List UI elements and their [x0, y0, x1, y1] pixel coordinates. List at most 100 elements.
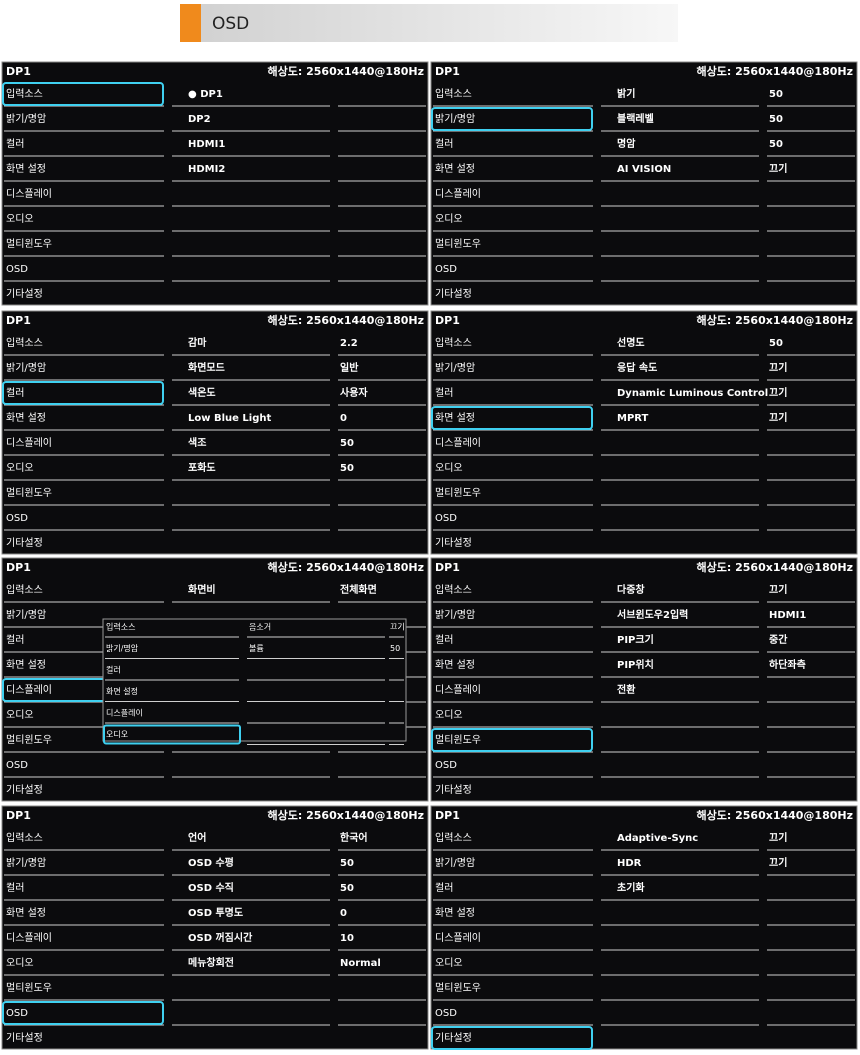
- menu-item[interactable]: 기타설정: [6, 288, 43, 300]
- menu-item[interactable]: 디스플레이: [6, 437, 52, 449]
- setting-label[interactable]: OSD 수평: [188, 856, 234, 869]
- menu-item[interactable]: 컬러: [6, 881, 24, 894]
- menu-item[interactable]: 화면 설정: [435, 659, 475, 671]
- menu-item[interactable]: 밝기/명암: [6, 857, 46, 869]
- menu-item[interactable]: OSD: [435, 513, 457, 524]
- setting-label[interactable]: Low Blue Light: [188, 413, 271, 424]
- menu-item[interactable]: 입력소스: [435, 831, 472, 844]
- popup-menu-item[interactable]: 화면 설정: [106, 686, 138, 696]
- menu-item[interactable]: OSD: [435, 1008, 457, 1019]
- setting-label[interactable]: 포화도: [188, 462, 216, 474]
- menu-item[interactable]: 밝기/명암: [6, 362, 46, 374]
- menu-item[interactable]: 입력소스: [435, 583, 472, 596]
- menu-item[interactable]: 밝기/명암: [6, 609, 46, 621]
- menu-item[interactable]: 디스플레이: [435, 684, 481, 696]
- menu-item[interactable]: 밝기/명암: [435, 113, 475, 125]
- setting-label[interactable]: Adaptive-Sync: [617, 833, 698, 844]
- menu-item[interactable]: 화면 설정: [6, 659, 46, 671]
- menu-item[interactable]: 기타설정: [6, 1032, 43, 1044]
- menu-item[interactable]: 오디오: [6, 462, 34, 474]
- menu-item[interactable]: 컬러: [6, 386, 24, 399]
- setting-label[interactable]: 초기화: [617, 881, 645, 894]
- menu-item[interactable]: 오디오: [435, 213, 463, 225]
- setting-label[interactable]: 전환: [617, 683, 636, 696]
- menu-item[interactable]: 멀티윈도우: [6, 486, 52, 499]
- menu-item[interactable]: 디스플레이: [435, 188, 481, 200]
- setting-label[interactable]: 서브윈도우2입력: [617, 608, 688, 621]
- menu-item[interactable]: OSD: [6, 264, 28, 275]
- menu-item[interactable]: 컬러: [6, 633, 24, 646]
- menu-item[interactable]: 입력소스: [435, 336, 472, 349]
- menu-item[interactable]: 디스플레이: [435, 932, 481, 944]
- setting-label[interactable]: 선명도: [617, 336, 645, 349]
- menu-item[interactable]: 오디오: [6, 709, 34, 721]
- menu-item[interactable]: 디스플레이: [6, 188, 52, 200]
- menu-item[interactable]: OSD: [6, 1008, 28, 1019]
- setting-label[interactable]: AI VISION: [617, 164, 671, 175]
- menu-item[interactable]: 밝기/명암: [6, 113, 46, 125]
- setting-label[interactable]: HDMI1: [188, 139, 225, 150]
- menu-item[interactable]: OSD: [6, 760, 28, 771]
- menu-item[interactable]: 컬러: [435, 881, 453, 894]
- setting-label[interactable]: PIP위치: [617, 658, 654, 671]
- setting-label[interactable]: OSD 꺼짐시간: [188, 931, 253, 944]
- menu-item[interactable]: 입력소스: [6, 583, 43, 596]
- menu-item[interactable]: 컬러: [435, 137, 453, 150]
- menu-item[interactable]: 화면 설정: [435, 412, 475, 424]
- menu-item[interactable]: 컬러: [435, 633, 453, 646]
- menu-item[interactable]: OSD: [435, 264, 457, 275]
- menu-item[interactable]: 오디오: [6, 213, 34, 225]
- setting-label[interactable]: 다중창: [617, 583, 645, 596]
- setting-label[interactable]: HDMI2: [188, 164, 225, 175]
- setting-label[interactable]: 감마: [188, 336, 207, 349]
- setting-label[interactable]: 메뉴창회전: [188, 956, 234, 969]
- menu-item[interactable]: 디스플레이: [435, 437, 481, 449]
- popup-menu-item[interactable]: 오디오: [106, 730, 128, 739]
- popup-menu-item[interactable]: 디스플레이: [106, 708, 143, 718]
- menu-item[interactable]: 밝기/명암: [435, 857, 475, 869]
- menu-item[interactable]: 밝기/명암: [435, 362, 475, 374]
- menu-item[interactable]: 기타설정: [435, 1032, 472, 1044]
- setting-label[interactable]: ● DP1: [188, 89, 223, 100]
- setting-label[interactable]: 블랙레벨: [617, 112, 654, 125]
- menu-item[interactable]: 화면 설정: [435, 163, 475, 175]
- setting-label[interactable]: 명암: [617, 137, 636, 150]
- menu-item[interactable]: 오디오: [6, 957, 34, 969]
- setting-label[interactable]: 밝기: [617, 87, 635, 100]
- popup-menu-item[interactable]: 밝기/명암: [106, 643, 139, 653]
- menu-item[interactable]: 입력소스: [435, 87, 472, 100]
- setting-label[interactable]: OSD 수직: [188, 881, 234, 894]
- menu-item[interactable]: 멀티윈도우: [435, 486, 481, 499]
- menu-item[interactable]: 화면 설정: [6, 907, 46, 919]
- popup-label[interactable]: 음소거: [249, 623, 271, 632]
- setting-label[interactable]: 색온도: [188, 386, 216, 399]
- setting-label[interactable]: MPRT: [617, 413, 649, 424]
- setting-label[interactable]: OSD 투명도: [188, 906, 243, 919]
- menu-item[interactable]: 기타설정: [435, 537, 472, 549]
- setting-label[interactable]: HDR: [617, 858, 642, 869]
- setting-label[interactable]: Dynamic Luminous Control: [617, 388, 768, 399]
- menu-item[interactable]: 입력소스: [6, 831, 43, 844]
- menu-item[interactable]: 기타설정: [6, 537, 43, 549]
- popup-label[interactable]: 볼륨: [249, 643, 264, 653]
- menu-item[interactable]: 밝기/명암: [435, 609, 475, 621]
- menu-item[interactable]: 오디오: [435, 957, 463, 969]
- setting-label[interactable]: DP2: [188, 114, 211, 125]
- setting-label[interactable]: 색조: [188, 436, 206, 449]
- menu-item[interactable]: 화면 설정: [6, 163, 46, 175]
- menu-item[interactable]: 입력소스: [6, 87, 43, 100]
- menu-item[interactable]: 입력소스: [6, 336, 43, 349]
- menu-item[interactable]: 오디오: [435, 709, 463, 721]
- menu-item[interactable]: 멀티윈도우: [6, 237, 52, 250]
- setting-label[interactable]: 응답 속도: [617, 362, 657, 374]
- menu-item[interactable]: 오디오: [435, 462, 463, 474]
- menu-item[interactable]: 멀티윈도우: [435, 733, 481, 746]
- menu-item[interactable]: 컬러: [435, 386, 453, 399]
- menu-item[interactable]: 컬러: [6, 137, 24, 150]
- setting-label[interactable]: 언어: [188, 831, 206, 844]
- menu-item[interactable]: 멀티윈도우: [6, 981, 52, 994]
- menu-item[interactable]: 화면 설정: [6, 412, 46, 424]
- menu-item[interactable]: OSD: [6, 513, 28, 524]
- setting-label[interactable]: PIP크기: [617, 633, 654, 646]
- popup-menu-item[interactable]: 입력소스: [106, 622, 135, 632]
